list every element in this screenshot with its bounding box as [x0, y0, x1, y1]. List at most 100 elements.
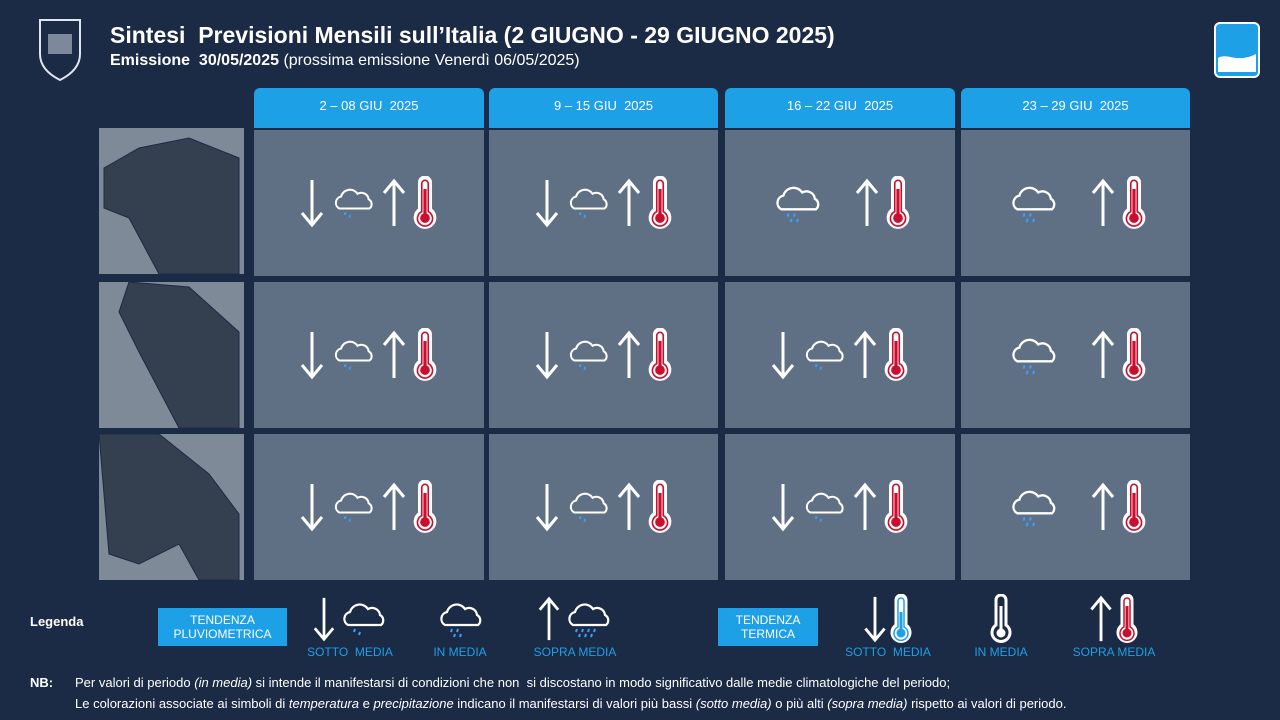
- legend-symbol: [563, 599, 613, 639]
- cloud-rain: [330, 336, 376, 374]
- thermometer: [883, 480, 909, 534]
- note-line: Per valori di periodo (in media) si inte…: [75, 675, 950, 690]
- arrow-down: [300, 482, 324, 532]
- period-header: 23 – 29 GIU 2025: [961, 88, 1190, 128]
- forecast-cell: [489, 282, 718, 428]
- legend-symbol: [863, 595, 887, 643]
- arrow-down: [535, 178, 559, 228]
- arrow-up: [617, 482, 641, 532]
- note-text: precipitazione: [373, 696, 454, 711]
- arrow-down: [771, 482, 795, 532]
- map-shape: [118, 282, 240, 428]
- logo-left: [39, 19, 81, 82]
- forecast-cell: [961, 130, 1190, 276]
- arrow-up: [853, 482, 877, 532]
- legend-symbol: [1089, 595, 1113, 643]
- cloud-rain: [769, 182, 825, 224]
- arrow-up: [853, 330, 877, 380]
- region-map: [99, 282, 244, 428]
- arrow-up: [617, 178, 641, 228]
- arrow-down: [771, 330, 795, 380]
- thermometer: [883, 328, 909, 382]
- thermometer: [412, 328, 438, 382]
- note-text: Per valori di periodo: [75, 675, 195, 690]
- period-header: 9 – 15 GIU 2025: [489, 88, 718, 128]
- legend-symbol: [537, 596, 561, 642]
- thermometer: [885, 176, 911, 230]
- arrow-up: [382, 482, 406, 532]
- logo-right: [1214, 22, 1260, 78]
- legend-label: SOTTO MEDIA: [307, 645, 393, 659]
- arrow-down: [300, 330, 324, 380]
- issue-date: Emissione 30/05/2025: [110, 52, 279, 69]
- arrow-up: [382, 330, 406, 380]
- thermometer: [647, 176, 673, 230]
- forecast-cell: [725, 434, 955, 580]
- note-text: indicano il manifestarsi di valori più b…: [453, 696, 696, 711]
- thermometer: [1121, 176, 1147, 230]
- note-label: NB:: [30, 675, 54, 690]
- cloud-rain: [565, 336, 611, 374]
- forecast-cell: [961, 282, 1190, 428]
- legend-label: IN MEDIA: [974, 645, 1028, 659]
- forecast-cell: [725, 282, 955, 428]
- forecast-cell: [961, 434, 1190, 580]
- forecast-cell: [489, 130, 718, 276]
- cloud-rain: [330, 184, 376, 222]
- legend-label: SOPRA MEDIA: [1072, 645, 1156, 659]
- map-shape: [103, 137, 240, 274]
- legend-symbol: [989, 594, 1013, 644]
- cloud-rain: [801, 336, 847, 374]
- legend-label: SOTTO MEDIA: [845, 645, 931, 659]
- forecast-cell: [489, 434, 718, 580]
- legend-label: IN MEDIA: [433, 645, 487, 659]
- cloud-rain: [1005, 486, 1061, 528]
- note-line: Le colorazioni associate ai simboli di t…: [75, 696, 1066, 711]
- cloud-rain: [565, 488, 611, 526]
- legend-icon: [515, 594, 635, 644]
- legend-symbol: [435, 599, 485, 639]
- legend-symbol: [889, 594, 913, 644]
- subtitle: Emissione 30/05/2025 (prossima emissione…: [110, 52, 580, 70]
- thermometer: [412, 176, 438, 230]
- legend-temp-box: TENDENZA TERMICA: [718, 608, 818, 646]
- cloud-rain: [565, 184, 611, 222]
- note-text: si intende il manifestarsi di condizioni…: [252, 675, 951, 690]
- period-header: 16 – 22 GIU 2025: [725, 88, 955, 128]
- legend-label: SOPRA MEDIA: [533, 645, 617, 659]
- forecast-cell: [254, 282, 484, 428]
- thermometer: [412, 480, 438, 534]
- forecast-cell: [254, 434, 484, 580]
- legend-symbol: [1115, 594, 1139, 644]
- note-text: e: [358, 696, 374, 711]
- cloud-rain: [801, 488, 847, 526]
- legend-title: Legenda: [30, 614, 84, 629]
- legend-icon: [290, 594, 410, 644]
- cloud-rain: [1005, 182, 1061, 224]
- arrow-up: [1091, 178, 1115, 228]
- cloud-rain: [330, 488, 376, 526]
- note-text: Le colorazioni associate ai simboli di: [75, 696, 289, 711]
- arrow-up: [1091, 330, 1115, 380]
- legend-icon: [1054, 594, 1174, 644]
- legend-rain-box: TENDENZA PLUVIOMETRICA: [158, 608, 287, 646]
- thermometer: [1121, 328, 1147, 382]
- note-text: (sopra media): [827, 696, 908, 711]
- forecast-cell: [254, 130, 484, 276]
- map-shape: [99, 434, 240, 580]
- arrow-down: [535, 330, 559, 380]
- note-text: o più alti: [771, 696, 828, 711]
- arrow-up: [617, 330, 641, 380]
- legend-icon: [941, 594, 1061, 644]
- cloud-rain: [1005, 334, 1061, 376]
- thermometer: [647, 480, 673, 534]
- forecast-cell: [725, 130, 955, 276]
- note-text: (in media): [194, 675, 253, 690]
- legend-icon: [828, 594, 948, 644]
- legend-symbol: [312, 596, 336, 642]
- arrow-down: [535, 482, 559, 532]
- issue-note: (prossima emissione Venerdì 06/05/2025): [279, 52, 580, 69]
- note-text: (sotto media): [695, 696, 772, 711]
- arrow-up: [1091, 482, 1115, 532]
